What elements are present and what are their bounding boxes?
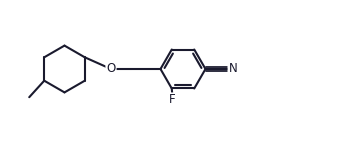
Text: F: F [169, 93, 176, 106]
Text: N: N [229, 63, 238, 75]
Text: O: O [106, 63, 115, 75]
